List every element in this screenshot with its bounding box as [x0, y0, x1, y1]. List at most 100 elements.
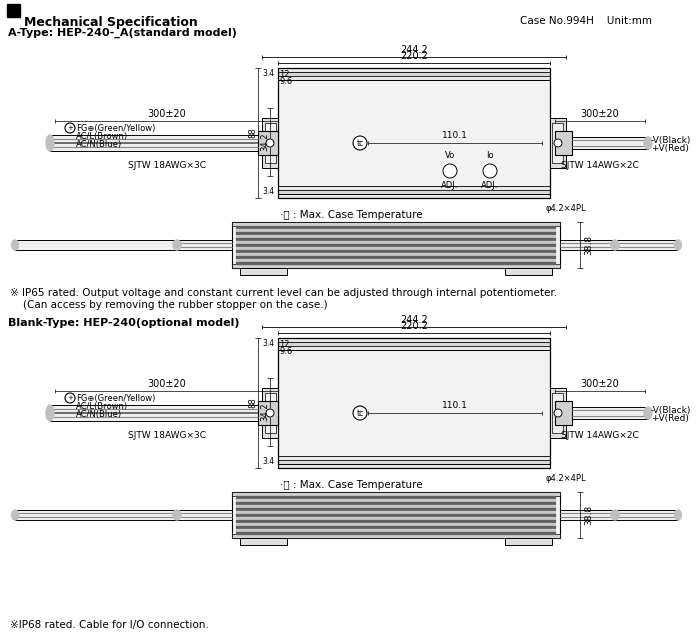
- Bar: [258, 401, 278, 425]
- Bar: [265, 393, 276, 433]
- Bar: [278, 186, 550, 190]
- Bar: [236, 520, 556, 523]
- Text: -V(Black): -V(Black): [651, 406, 692, 415]
- Bar: [278, 68, 550, 72]
- Bar: [236, 502, 556, 505]
- Bar: [560, 240, 615, 250]
- Text: ADJ.: ADJ.: [482, 181, 498, 190]
- Text: 88: 88: [248, 127, 257, 138]
- Bar: [265, 123, 276, 163]
- Bar: [236, 249, 556, 253]
- Bar: [236, 258, 556, 262]
- Text: +V(Red): +V(Red): [651, 143, 689, 152]
- Text: +: +: [67, 125, 73, 131]
- Bar: [236, 244, 556, 246]
- Text: 88: 88: [248, 397, 257, 408]
- Ellipse shape: [173, 510, 181, 520]
- Bar: [236, 228, 556, 231]
- Text: ·Ⓣ : Max. Case Temperature: ·Ⓣ : Max. Case Temperature: [280, 210, 423, 220]
- Bar: [50, 135, 258, 151]
- Ellipse shape: [675, 240, 682, 250]
- Bar: [177, 240, 232, 250]
- Text: 34.2: 34.2: [260, 132, 269, 151]
- Bar: [236, 507, 556, 511]
- Bar: [236, 514, 556, 516]
- Text: 110.1: 110.1: [442, 401, 468, 410]
- Bar: [236, 226, 556, 228]
- Bar: [50, 405, 258, 421]
- Bar: [236, 496, 556, 498]
- Ellipse shape: [11, 510, 18, 520]
- Text: 12: 12: [279, 340, 290, 349]
- Ellipse shape: [173, 240, 181, 250]
- Bar: [240, 538, 287, 545]
- Bar: [236, 529, 556, 532]
- Text: SJTW 14AWG×2C: SJTW 14AWG×2C: [561, 161, 639, 170]
- Circle shape: [443, 164, 457, 178]
- Ellipse shape: [644, 407, 652, 419]
- Circle shape: [554, 139, 562, 147]
- Bar: [240, 268, 287, 275]
- Bar: [550, 118, 566, 168]
- Text: +: +: [67, 395, 73, 401]
- Ellipse shape: [611, 240, 619, 250]
- Text: 300±20: 300±20: [147, 109, 186, 119]
- Bar: [236, 231, 556, 235]
- Bar: [278, 80, 550, 186]
- Circle shape: [353, 136, 367, 150]
- Bar: [236, 240, 556, 244]
- Bar: [236, 262, 556, 264]
- Text: tc: tc: [356, 138, 363, 147]
- Text: 244.2: 244.2: [400, 315, 428, 325]
- Bar: [615, 510, 678, 520]
- Bar: [615, 240, 678, 250]
- Text: FG⊕(Green/Yellow): FG⊕(Green/Yellow): [76, 123, 155, 132]
- Text: 110.1: 110.1: [442, 131, 468, 140]
- Text: 9.6: 9.6: [279, 347, 293, 356]
- Bar: [552, 123, 563, 163]
- Text: Blank-Type: HEP-240(optional model): Blank-Type: HEP-240(optional model): [8, 318, 239, 328]
- Text: AC/L(Brown): AC/L(Brown): [76, 401, 128, 410]
- Text: ※ IP65 rated. Output voltage and constant current level can be adjusted through : ※ IP65 rated. Output voltage and constan…: [10, 288, 557, 298]
- Bar: [278, 456, 550, 460]
- Bar: [555, 131, 572, 155]
- Bar: [177, 510, 232, 520]
- Bar: [572, 407, 648, 419]
- Bar: [505, 538, 552, 545]
- Text: SJTW 18AWG×3C: SJTW 18AWG×3C: [127, 161, 206, 170]
- Text: A-Type: HEP-240-_A(standard model): A-Type: HEP-240-_A(standard model): [8, 28, 237, 39]
- Text: AC/N(Blue): AC/N(Blue): [76, 141, 122, 150]
- Text: 3.4: 3.4: [263, 458, 275, 467]
- Ellipse shape: [46, 135, 54, 151]
- Text: Vo: Vo: [445, 151, 455, 160]
- Circle shape: [266, 409, 274, 417]
- Text: 12: 12: [279, 70, 290, 79]
- Text: SJTW 18AWG×3C: SJTW 18AWG×3C: [127, 431, 206, 440]
- Text: 3.4: 3.4: [263, 188, 275, 197]
- Circle shape: [554, 409, 562, 417]
- Bar: [278, 342, 550, 346]
- Bar: [236, 511, 556, 514]
- Bar: [232, 534, 560, 538]
- Text: 220.2: 220.2: [400, 321, 428, 331]
- Bar: [278, 338, 550, 468]
- Bar: [278, 194, 550, 198]
- Text: 9.6: 9.6: [279, 77, 293, 86]
- Text: -V(Black): -V(Black): [651, 136, 692, 145]
- Ellipse shape: [611, 510, 619, 520]
- Bar: [232, 492, 560, 538]
- Text: 300±20: 300±20: [580, 109, 620, 119]
- Bar: [15, 240, 177, 250]
- Bar: [555, 401, 572, 425]
- Text: AC/L(Brown): AC/L(Brown): [76, 132, 128, 141]
- Bar: [232, 222, 560, 268]
- Text: ADJ.: ADJ.: [441, 181, 458, 190]
- Text: 38.8: 38.8: [584, 505, 593, 525]
- Bar: [278, 68, 550, 198]
- Bar: [278, 338, 550, 342]
- Text: 300±20: 300±20: [147, 379, 186, 389]
- Bar: [550, 388, 566, 438]
- Text: 3.4: 3.4: [263, 340, 275, 349]
- Bar: [505, 268, 552, 275]
- Bar: [262, 118, 278, 168]
